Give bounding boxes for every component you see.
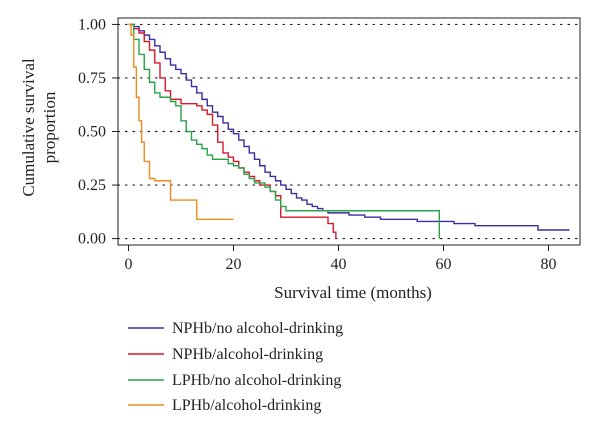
series-line <box>128 23 234 220</box>
x-tick-label: 0 <box>125 256 133 273</box>
y-tick-label: 0.50 <box>78 124 106 141</box>
x-tick-label: 60 <box>436 256 452 273</box>
y-tick-label: 0.25 <box>78 177 106 194</box>
gridlines <box>117 23 581 240</box>
y-axis-title-line1: Cumulative survival <box>19 58 38 197</box>
x-axis-title: Survival time (months) <box>274 283 432 302</box>
legend-label: LPHb/no alcohol-drinking <box>172 372 341 389</box>
x-tick-label: 20 <box>226 256 242 273</box>
y-tick-label: 1.00 <box>78 16 106 33</box>
series-lines <box>128 23 570 239</box>
legend-label: NPHb/no alcohol-drinking <box>172 320 343 337</box>
x-tick-label: 40 <box>331 256 347 273</box>
series-line <box>128 23 570 231</box>
y-tick-label: 0.75 <box>78 70 106 87</box>
x-tick-label: 80 <box>541 256 557 273</box>
y-tick-label: 0.00 <box>78 231 106 248</box>
y-axis-title-line2: proportion <box>40 91 59 163</box>
axes: 0.00 0.25 0.50 0.75 1.00 0 20 40 60 80 Survival ti… <box>19 16 581 302</box>
legend-label: LPHb/alcohol-drinking <box>172 397 321 414</box>
legend: NPHb/no alcohol-drinking NPHb/alcohol-dri… <box>128 320 343 414</box>
series-line <box>128 23 440 239</box>
legend-label: NPHb/alcohol-drinking <box>172 346 323 363</box>
